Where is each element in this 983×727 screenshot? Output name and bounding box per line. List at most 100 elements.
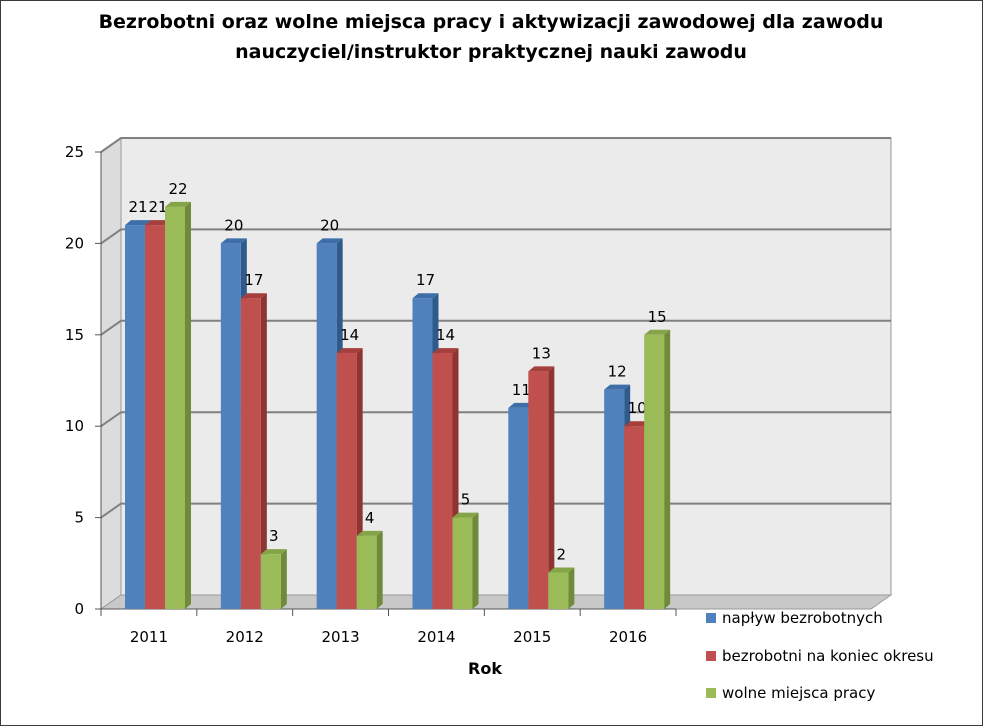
bar-top — [508, 402, 535, 408]
bar-top — [432, 348, 459, 354]
legend-swatch — [706, 688, 716, 698]
bar-front — [316, 243, 337, 609]
bar-top — [412, 293, 439, 299]
bar-top — [356, 530, 383, 536]
legend-swatch — [706, 651, 716, 661]
chart-title-line-2: nauczyciel/instruktor praktycznej nauki … — [235, 41, 747, 63]
bar — [356, 530, 383, 609]
bar-side — [376, 530, 383, 609]
x-tick-label: 2014 — [417, 628, 455, 646]
data-label: 15 — [648, 308, 667, 326]
data-label: 3 — [269, 527, 279, 545]
bar-front — [452, 517, 473, 609]
bar — [240, 293, 267, 609]
bar-top — [548, 567, 575, 573]
bar-front — [356, 535, 377, 609]
data-label: 20 — [320, 216, 339, 234]
bar-front — [604, 389, 625, 609]
bar-side — [568, 567, 575, 609]
bar-top — [528, 366, 555, 372]
bar-top — [145, 220, 171, 226]
bar-side — [472, 512, 479, 609]
data-label: 14 — [340, 326, 359, 344]
bar-side — [548, 366, 555, 609]
bar-top — [316, 238, 343, 244]
bar-front — [624, 426, 645, 609]
x-axis-title: Rok — [468, 659, 502, 678]
gridline — [100, 319, 891, 336]
x-tick-label: 2013 — [321, 628, 359, 646]
data-label: 5 — [461, 491, 471, 509]
chart-title-line-1: Bezrobotni oraz wolne miejsca pracy i ak… — [99, 11, 884, 33]
bar — [644, 329, 671, 609]
bar-top — [336, 348, 363, 354]
bar — [548, 567, 575, 609]
bar-front — [432, 353, 453, 609]
y-tick-label: 25 — [65, 143, 84, 161]
gridline — [100, 411, 891, 428]
y-tick-label: 20 — [65, 234, 84, 252]
bar — [452, 512, 479, 609]
bar-side — [280, 549, 287, 609]
data-label: 14 — [436, 326, 455, 344]
bar-front — [240, 298, 261, 609]
y-tick-label: 5 — [74, 509, 84, 527]
bar-front — [145, 225, 165, 609]
legend-label: napływ bezrobotnych — [722, 609, 883, 627]
data-label: 13 — [532, 344, 551, 362]
legend-item: bezrobotni na koniec okresu — [706, 647, 934, 665]
bar-top — [624, 421, 651, 427]
bar — [165, 201, 191, 609]
legend-item: napływ bezrobotnych — [706, 609, 883, 627]
bar-front — [548, 572, 569, 609]
y-tick-label: 0 — [74, 600, 84, 618]
data-label: 2 — [557, 545, 567, 563]
bar-top — [220, 238, 247, 244]
data-label: 20 — [224, 216, 243, 234]
legend-swatch — [706, 613, 716, 623]
bar-side — [185, 201, 191, 609]
chart-floor — [99, 594, 893, 610]
data-label: 17 — [416, 271, 435, 289]
bar-top — [452, 512, 479, 518]
data-label: 17 — [244, 271, 263, 289]
bar-front — [528, 371, 549, 609]
bar-top — [260, 549, 287, 555]
y-tick-label: 15 — [65, 326, 84, 344]
x-tick-label: 2015 — [513, 628, 551, 646]
bar — [260, 549, 287, 609]
data-label: 22 — [168, 180, 187, 198]
bar-front — [508, 407, 529, 609]
bar-top — [125, 220, 151, 226]
x-tick-label: 2012 — [226, 628, 264, 646]
bar — [528, 366, 555, 609]
data-label: 21 — [128, 198, 147, 216]
bar-top — [644, 329, 671, 335]
bar-side — [664, 329, 671, 609]
gridline — [100, 137, 891, 153]
bar-front — [260, 554, 281, 609]
bar-side — [260, 293, 267, 609]
gridline — [100, 228, 891, 245]
data-label: 11 — [512, 381, 531, 399]
legend: napływ bezrobotnych bezrobotni na koniec … — [706, 609, 934, 702]
bar-front — [644, 334, 665, 609]
bar-front — [165, 206, 185, 609]
data-label: 4 — [365, 509, 375, 527]
x-tick-label: 2011 — [130, 628, 168, 646]
x-tick-label: 2016 — [609, 628, 647, 646]
bar-top — [165, 201, 191, 207]
data-label: 21 — [148, 198, 167, 216]
bar-front — [412, 298, 433, 609]
legend-item: wolne miejsca pracy — [706, 684, 875, 702]
data-label: 10 — [628, 399, 647, 417]
bar-front — [336, 353, 357, 609]
bar-top — [604, 384, 631, 390]
bar-front — [125, 225, 145, 609]
legend-label: bezrobotni na koniec okresu — [722, 647, 934, 665]
data-label: 12 — [608, 363, 627, 381]
